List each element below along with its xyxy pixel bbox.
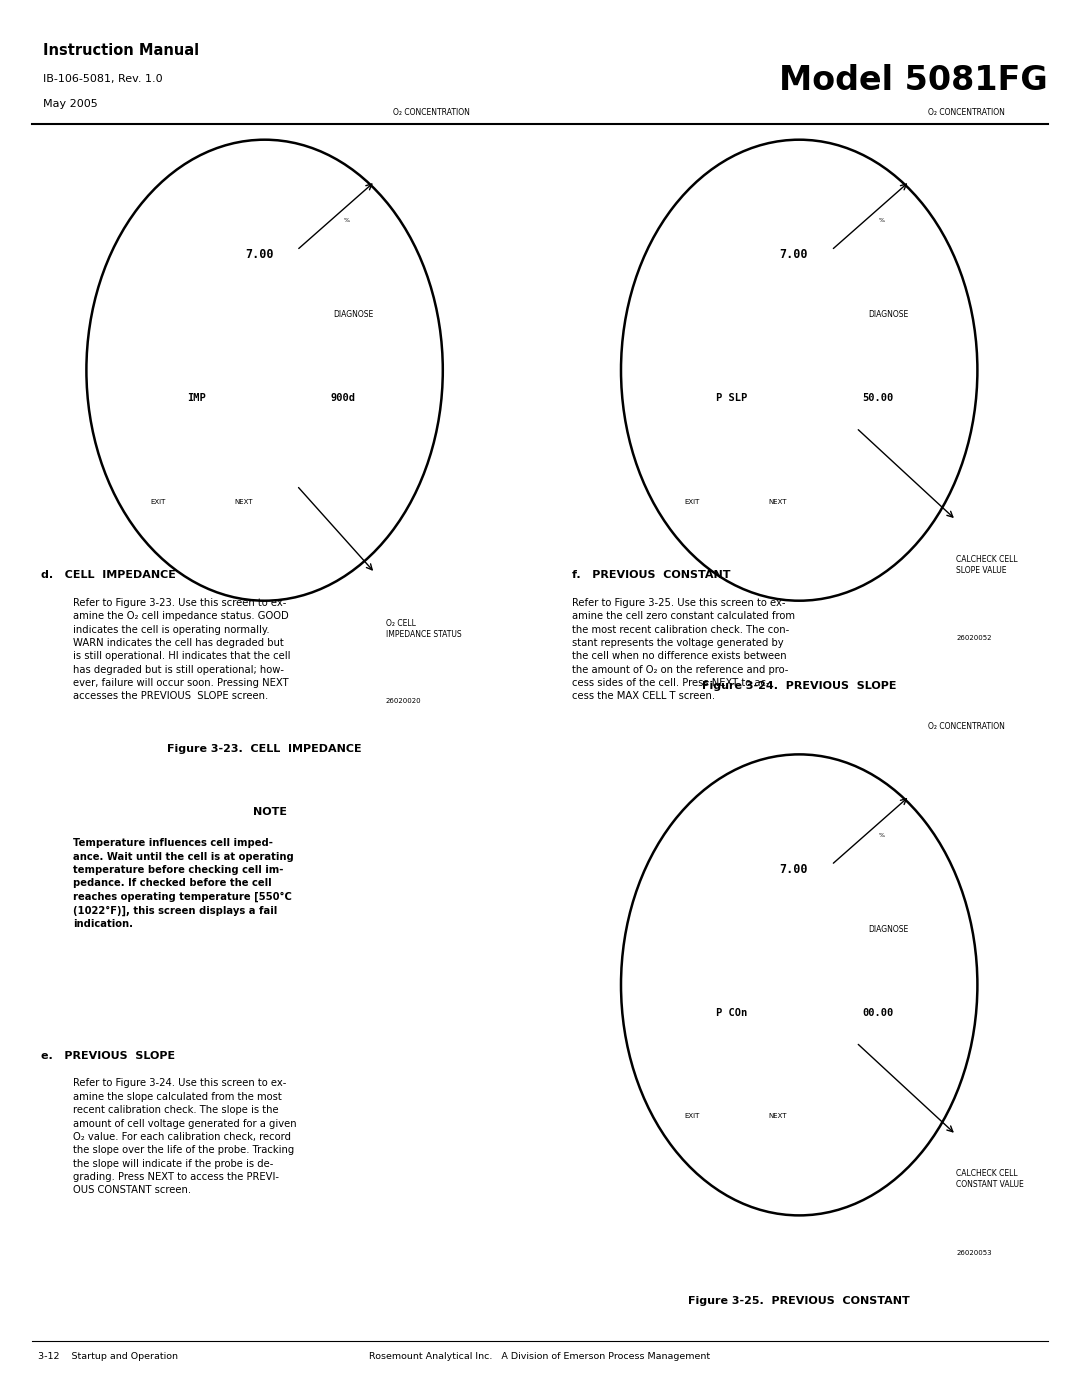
Text: NEXT: NEXT (769, 1113, 787, 1119)
Text: d.   CELL  IMPEDANCE: d. CELL IMPEDANCE (41, 570, 176, 580)
Text: Figure 3-25.  PREVIOUS  CONSTANT: Figure 3-25. PREVIOUS CONSTANT (688, 1296, 910, 1306)
Text: 00.00: 00.00 (862, 1007, 893, 1017)
Text: EXIT: EXIT (150, 499, 165, 504)
Text: %: % (343, 218, 350, 224)
Text: 26020053: 26020053 (956, 1250, 991, 1256)
Text: Rosemount Analytical Inc.   A Division of Emerson Process Management: Rosemount Analytical Inc. A Division of … (369, 1352, 711, 1361)
Text: Refer to Figure 3-24. Use this screen to ex-
amine the slope calculated from the: Refer to Figure 3-24. Use this screen to… (73, 1078, 297, 1196)
Text: DIAGNOSE: DIAGNOSE (868, 310, 908, 320)
Text: Model 5081FG: Model 5081FG (779, 64, 1048, 98)
Text: O₂ CELL
IMPEDANCE STATUS: O₂ CELL IMPEDANCE STATUS (386, 619, 461, 640)
Text: 3-12    Startup and Operation: 3-12 Startup and Operation (38, 1352, 178, 1361)
Text: DIAGNOSE: DIAGNOSE (334, 310, 374, 320)
Text: %: % (878, 218, 885, 224)
Text: 7.00: 7.00 (780, 863, 808, 876)
Text: EXIT: EXIT (685, 1113, 700, 1119)
Text: CALCHECK CELL
CONSTANT VALUE: CALCHECK CELL CONSTANT VALUE (956, 1169, 1024, 1189)
Text: DIAGNOSE: DIAGNOSE (868, 925, 908, 935)
Text: 900d: 900d (330, 393, 355, 402)
Text: f.   PREVIOUS  CONSTANT: f. PREVIOUS CONSTANT (572, 570, 731, 580)
Text: IB-106-5081, Rev. 1.0: IB-106-5081, Rev. 1.0 (43, 74, 163, 84)
Text: 7.00: 7.00 (245, 249, 273, 261)
Text: IMP: IMP (188, 393, 206, 402)
Text: EXIT: EXIT (685, 499, 700, 504)
Text: Figure 3-23.  CELL  IMPEDANCE: Figure 3-23. CELL IMPEDANCE (167, 743, 362, 753)
Text: P COn: P COn (716, 1007, 747, 1017)
Text: Figure 3-24.  PREVIOUS  SLOPE: Figure 3-24. PREVIOUS SLOPE (702, 682, 896, 692)
Text: P SLP: P SLP (716, 393, 747, 402)
Text: NEXT: NEXT (769, 499, 787, 504)
Text: NEXT: NEXT (234, 499, 253, 504)
Text: 26020052: 26020052 (956, 636, 991, 641)
Text: O₂ CONCENTRATION: O₂ CONCENTRATION (928, 108, 1004, 117)
Text: 7.00: 7.00 (780, 249, 808, 261)
Text: O₂ CONCENTRATION: O₂ CONCENTRATION (928, 722, 1004, 732)
Text: CALCHECK CELL
SLOPE VALUE: CALCHECK CELL SLOPE VALUE (956, 555, 1017, 574)
Text: Refer to Figure 3-23. Use this screen to ex-
amine the O₂ cell impedance status.: Refer to Figure 3-23. Use this screen to… (73, 598, 291, 701)
Text: NOTE: NOTE (253, 807, 287, 817)
Text: e.   PREVIOUS  SLOPE: e. PREVIOUS SLOPE (41, 1051, 175, 1060)
Text: 50.00: 50.00 (862, 393, 893, 402)
Text: Instruction Manual: Instruction Manual (43, 43, 200, 59)
Text: May 2005: May 2005 (43, 99, 98, 109)
Text: %: % (878, 833, 885, 838)
Text: Refer to Figure 3-25. Use this screen to ex-
amine the cell zero constant calcul: Refer to Figure 3-25. Use this screen to… (572, 598, 795, 701)
Text: 26020020: 26020020 (386, 697, 421, 704)
Text: O₂ CONCENTRATION: O₂ CONCENTRATION (393, 108, 470, 117)
Text: Temperature influences cell imped-
ance. Wait until the cell is at operating
tem: Temperature influences cell imped- ance.… (73, 838, 294, 929)
